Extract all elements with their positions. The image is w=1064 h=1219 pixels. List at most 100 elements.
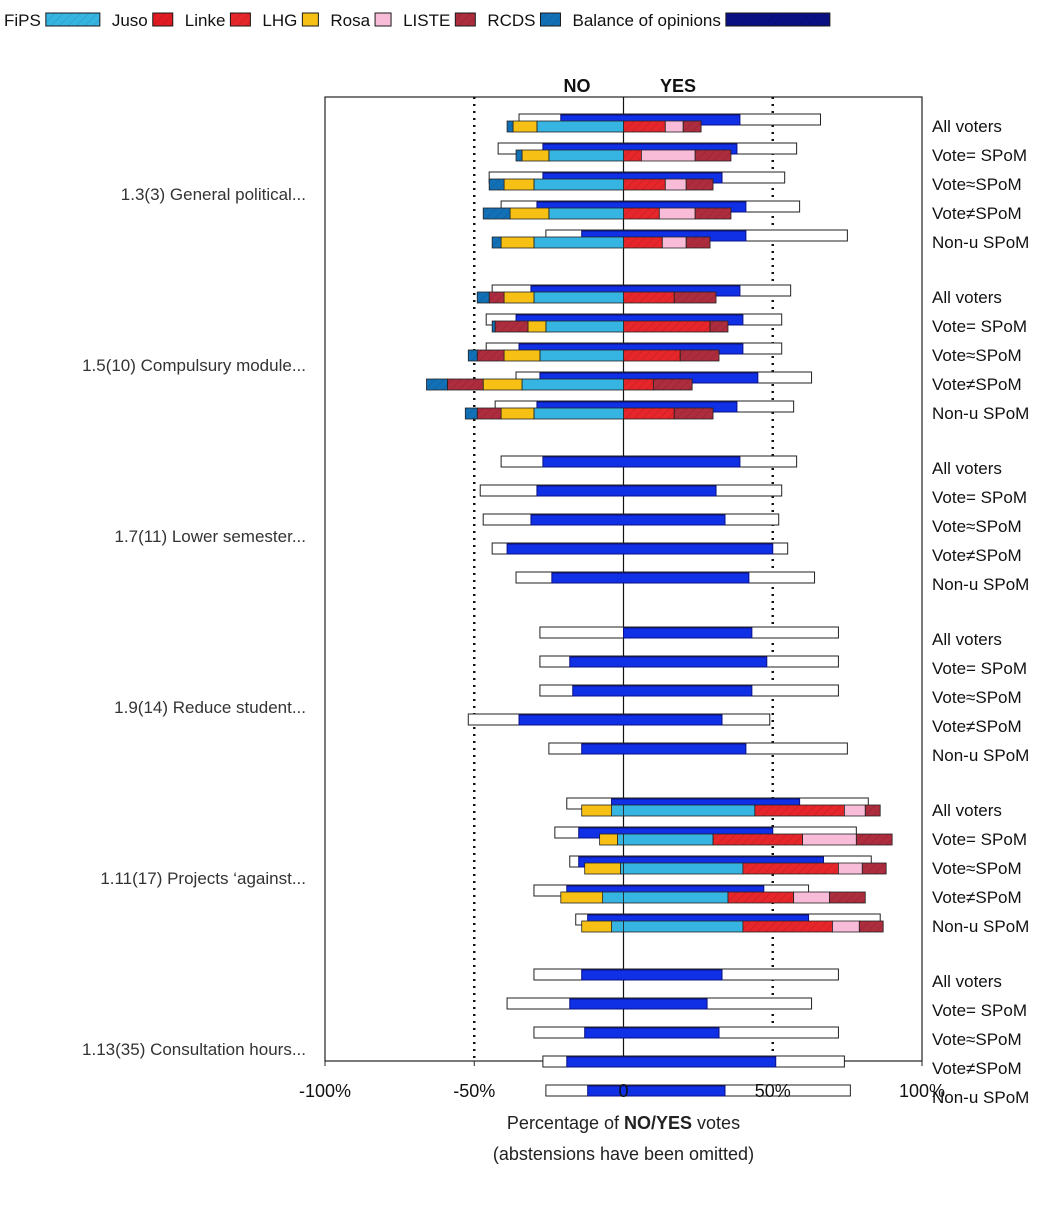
balance-bar: [572, 685, 753, 697]
yes-segment-hatch: [623, 237, 663, 248]
no-segment: [560, 891, 604, 904]
no-segment: [581, 804, 612, 817]
yes-segment-hatch: [623, 292, 675, 303]
group-label: 1.3(3) General political...: [121, 185, 306, 204]
row-label: Non-u SPoM: [932, 575, 1029, 594]
row-label: Vote≈SPoM: [932, 346, 1022, 365]
yes-segment-hatch: [686, 179, 714, 190]
yes-segment: [664, 178, 687, 191]
yes-segment-hatch: [742, 921, 833, 932]
row-label: Vote≈SPoM: [932, 175, 1022, 194]
no-segment: [611, 804, 624, 817]
no-segment-hatch: [468, 350, 478, 361]
chart-legend: FiPS Juso Linke LHG Rosa LISTE RCDS Balance of …: [4, 11, 831, 30]
yes-segment-hatch: [742, 863, 839, 874]
balance-bar: [569, 656, 768, 668]
row-label: Vote= SPoM: [932, 659, 1027, 678]
yes-segment-hatch: [674, 408, 714, 419]
yes-segment: [802, 833, 857, 846]
group-label: 1.9(14) Reduce student...: [114, 698, 306, 717]
yes-segment-hatch: [683, 121, 702, 132]
no-segment: [521, 149, 550, 162]
yes-segment-hatch: [754, 805, 845, 816]
no-segment: [584, 862, 621, 875]
x-axis-note: (abstensions have been omitted): [493, 1144, 754, 1164]
row-label: All voters: [932, 459, 1002, 478]
no-segment: [620, 862, 624, 875]
no-segment: [548, 149, 624, 162]
no-segment: [482, 378, 523, 391]
row-label: Non-u SPoM: [932, 746, 1029, 765]
row-label: Non-u SPoM: [932, 404, 1029, 423]
legend-swatch-hatch: [455, 13, 476, 26]
group-label: 1.5(10) Compulsury module...: [82, 356, 306, 375]
row-label: Vote≠SPoM: [932, 375, 1022, 394]
yes-segment: [838, 862, 863, 875]
no-segment-hatch: [507, 121, 514, 132]
no-segment: [533, 407, 624, 420]
no-segment-hatch: [477, 408, 502, 419]
no-segment: [581, 920, 612, 933]
no-segment: [536, 120, 624, 133]
no-segment: [512, 120, 538, 133]
yes-segment: [661, 236, 687, 249]
yes-segment-hatch: [727, 892, 794, 903]
x-tick-label: 100%: [899, 1081, 945, 1101]
plot-bars: [426, 113, 893, 1097]
x-tick-label: 0: [618, 1081, 628, 1101]
no-segment-hatch: [426, 379, 448, 390]
no-segment-hatch: [477, 350, 505, 361]
yes-segment-hatch: [623, 408, 675, 419]
no-segment-hatch: [492, 321, 496, 332]
group-label: 1.11(17) Projects ‘against...: [100, 869, 306, 888]
yes-segment: [623, 833, 714, 846]
legend-label: Linke: [185, 11, 226, 30]
no-segment-hatch: [489, 179, 505, 190]
yes-segment-hatch: [695, 150, 731, 161]
no-segment: [500, 407, 535, 420]
no-segment-hatch: [492, 237, 502, 248]
yes-segment: [832, 920, 860, 933]
row-label: Vote≠SPoM: [932, 204, 1022, 223]
legend-label: Juso: [112, 11, 148, 30]
yes-segment: [623, 891, 729, 904]
no-segment: [521, 378, 624, 391]
yes-segment: [843, 804, 866, 817]
row-label: Vote≠SPoM: [932, 717, 1022, 736]
row-label: Vote≠SPoM: [932, 546, 1022, 565]
legend-label: LISTE: [403, 11, 450, 30]
header-no: NO: [564, 76, 591, 96]
row-label: Vote≈SPoM: [932, 688, 1022, 707]
yes-segment-hatch: [623, 379, 654, 390]
row-label: Vote≈SPoM: [932, 859, 1022, 878]
no-segment: [509, 207, 550, 220]
balance-bar: [584, 1027, 720, 1039]
yes-segment-hatch: [623, 350, 681, 361]
legend-swatch-hatch: [230, 13, 251, 26]
yes-segment: [641, 149, 696, 162]
yes-segment-hatch: [623, 121, 666, 132]
no-segment: [617, 833, 624, 846]
yes-segment: [623, 920, 744, 933]
balance-bar: [569, 998, 708, 1010]
balance-bar: [530, 514, 726, 526]
row-label: Vote≈SPoM: [932, 1030, 1022, 1049]
row-label: Non-u SPoM: [932, 917, 1029, 936]
yes-segment-hatch: [829, 892, 866, 903]
no-segment: [527, 320, 547, 333]
balance-bar: [506, 543, 774, 555]
legend-swatch-hatch: [540, 13, 561, 26]
no-segment: [503, 178, 535, 191]
yes-segment-hatch: [713, 834, 803, 845]
group-label: 1.7(11) Lower semester...: [115, 527, 307, 546]
legend-label: Balance of opinions: [572, 11, 720, 30]
balance-bar: [542, 456, 741, 468]
no-segment: [503, 349, 541, 362]
x-tick-label: -100%: [299, 1081, 351, 1101]
no-segment-hatch: [465, 408, 478, 419]
row-label: All voters: [932, 972, 1002, 991]
no-segment: [599, 833, 618, 846]
yes-segment: [658, 207, 696, 220]
yes-segment-hatch: [623, 150, 642, 161]
yes-segment-hatch: [865, 805, 881, 816]
